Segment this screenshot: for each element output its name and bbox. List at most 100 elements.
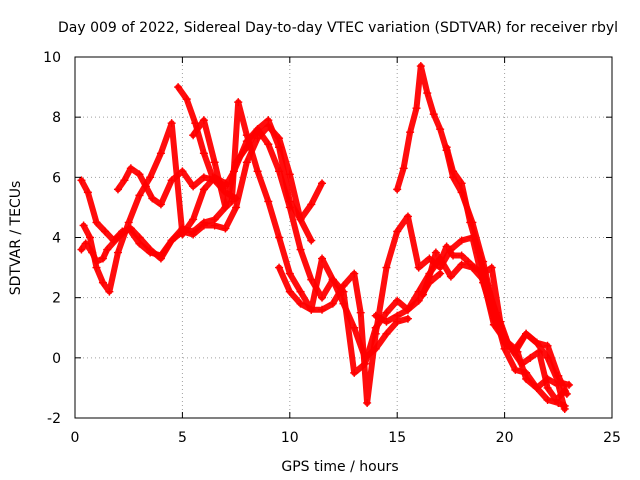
data-point-marker [167, 236, 176, 245]
series-line [372, 255, 570, 397]
data-point-marker [350, 269, 359, 278]
data-point-marker [113, 185, 122, 194]
data-point-marker [113, 248, 122, 257]
data-point-marker [83, 188, 92, 197]
data-point-marker [285, 203, 294, 212]
data-point-marker [517, 359, 526, 368]
x-tick-label: 0 [71, 430, 80, 446]
data-point-marker [457, 260, 466, 269]
data-point-marker [318, 293, 327, 302]
data-point-marker [174, 83, 183, 92]
data-point-marker [522, 329, 531, 338]
data-point-marker [210, 221, 219, 230]
data-point-marker [468, 263, 477, 272]
data-point-marker [253, 125, 262, 134]
data-point-marker [296, 215, 305, 224]
data-point-marker [264, 122, 273, 131]
data-point-marker [103, 245, 112, 254]
x-tick-label: 10 [281, 430, 299, 446]
data-point-marker [350, 323, 359, 332]
data-point-marker [275, 263, 284, 272]
data-point-marker [253, 167, 262, 176]
data-point-marker [79, 221, 88, 230]
data-point-marker [457, 179, 466, 188]
data-point-marker [382, 308, 391, 317]
data-point-marker [554, 371, 563, 380]
data-point-marker [431, 248, 440, 257]
data-point-marker [393, 296, 402, 305]
data-point-marker [191, 119, 200, 128]
data-point-marker [511, 344, 520, 353]
data-point-marker [363, 398, 372, 407]
data-point-marker [178, 230, 187, 239]
data-point-marker [199, 116, 208, 125]
data-point-marker [189, 230, 198, 239]
data-point-marker [264, 140, 273, 149]
data-point-marker [414, 263, 423, 272]
data-point-marker [436, 254, 445, 263]
x-tick-label: 15 [388, 430, 406, 446]
data-point-marker [403, 314, 412, 323]
data-point-marker [227, 197, 236, 206]
data-point-marker [77, 245, 86, 254]
data-point-marker [371, 311, 380, 320]
data-point-marker [487, 263, 496, 272]
data-point-marker [232, 203, 241, 212]
data-point-marker [148, 194, 157, 203]
data-point-marker [105, 287, 114, 296]
data-point-marker [356, 308, 365, 317]
data-point-marker [403, 305, 412, 314]
data-point-marker [565, 380, 574, 389]
series-track-11 [371, 254, 571, 398]
data-point-marker [275, 134, 284, 143]
data-series [77, 62, 574, 413]
data-point-marker [449, 167, 458, 176]
data-point-marker [560, 404, 569, 413]
data-point-marker [135, 191, 144, 200]
chart-title: Day 009 of 2022, Sidereal Day-to-day VTE… [58, 20, 618, 36]
data-point-marker [199, 149, 208, 158]
data-point-marker [328, 275, 337, 284]
data-point-marker [141, 182, 150, 191]
data-point-marker [253, 134, 262, 143]
data-point-marker [221, 203, 230, 212]
data-point-marker [296, 299, 305, 308]
data-point-marker [242, 158, 251, 167]
data-point-marker [92, 263, 101, 272]
data-point-marker [120, 176, 129, 185]
data-point-marker [264, 197, 273, 206]
data-point-marker [307, 305, 316, 314]
data-point-marker [406, 128, 415, 137]
y-tick-label: 4 [52, 231, 61, 247]
data-point-marker [167, 119, 176, 128]
data-point-marker [543, 395, 552, 404]
data-point-marker [307, 200, 316, 209]
y-tick-label: 10 [43, 50, 61, 66]
data-point-marker [442, 143, 451, 152]
y-tick-label: 6 [52, 170, 61, 186]
data-point-marker [382, 317, 391, 326]
data-point-marker [500, 335, 509, 344]
data-point-marker [285, 269, 294, 278]
data-point-marker [242, 131, 251, 140]
data-point-marker [442, 242, 451, 251]
data-point-marker [436, 125, 445, 134]
data-point-marker [423, 89, 432, 98]
data-point-marker [178, 167, 187, 176]
data-point-marker [189, 182, 198, 191]
data-point-marker [124, 218, 133, 227]
data-point-marker [146, 245, 155, 254]
data-point-marker [307, 275, 316, 284]
data-point-marker [199, 221, 208, 230]
x-axis-label: GPS time / hours [281, 459, 398, 475]
data-point-marker [101, 227, 110, 236]
data-point-marker [543, 341, 552, 350]
y-axis-label: SDTVAR / TECUs [8, 181, 24, 296]
data-point-marker [457, 251, 466, 260]
data-point-marker [182, 95, 191, 104]
data-point-marker [350, 368, 359, 377]
data-point-marker [425, 269, 434, 278]
data-point-marker [77, 176, 86, 185]
data-point-marker [189, 215, 198, 224]
